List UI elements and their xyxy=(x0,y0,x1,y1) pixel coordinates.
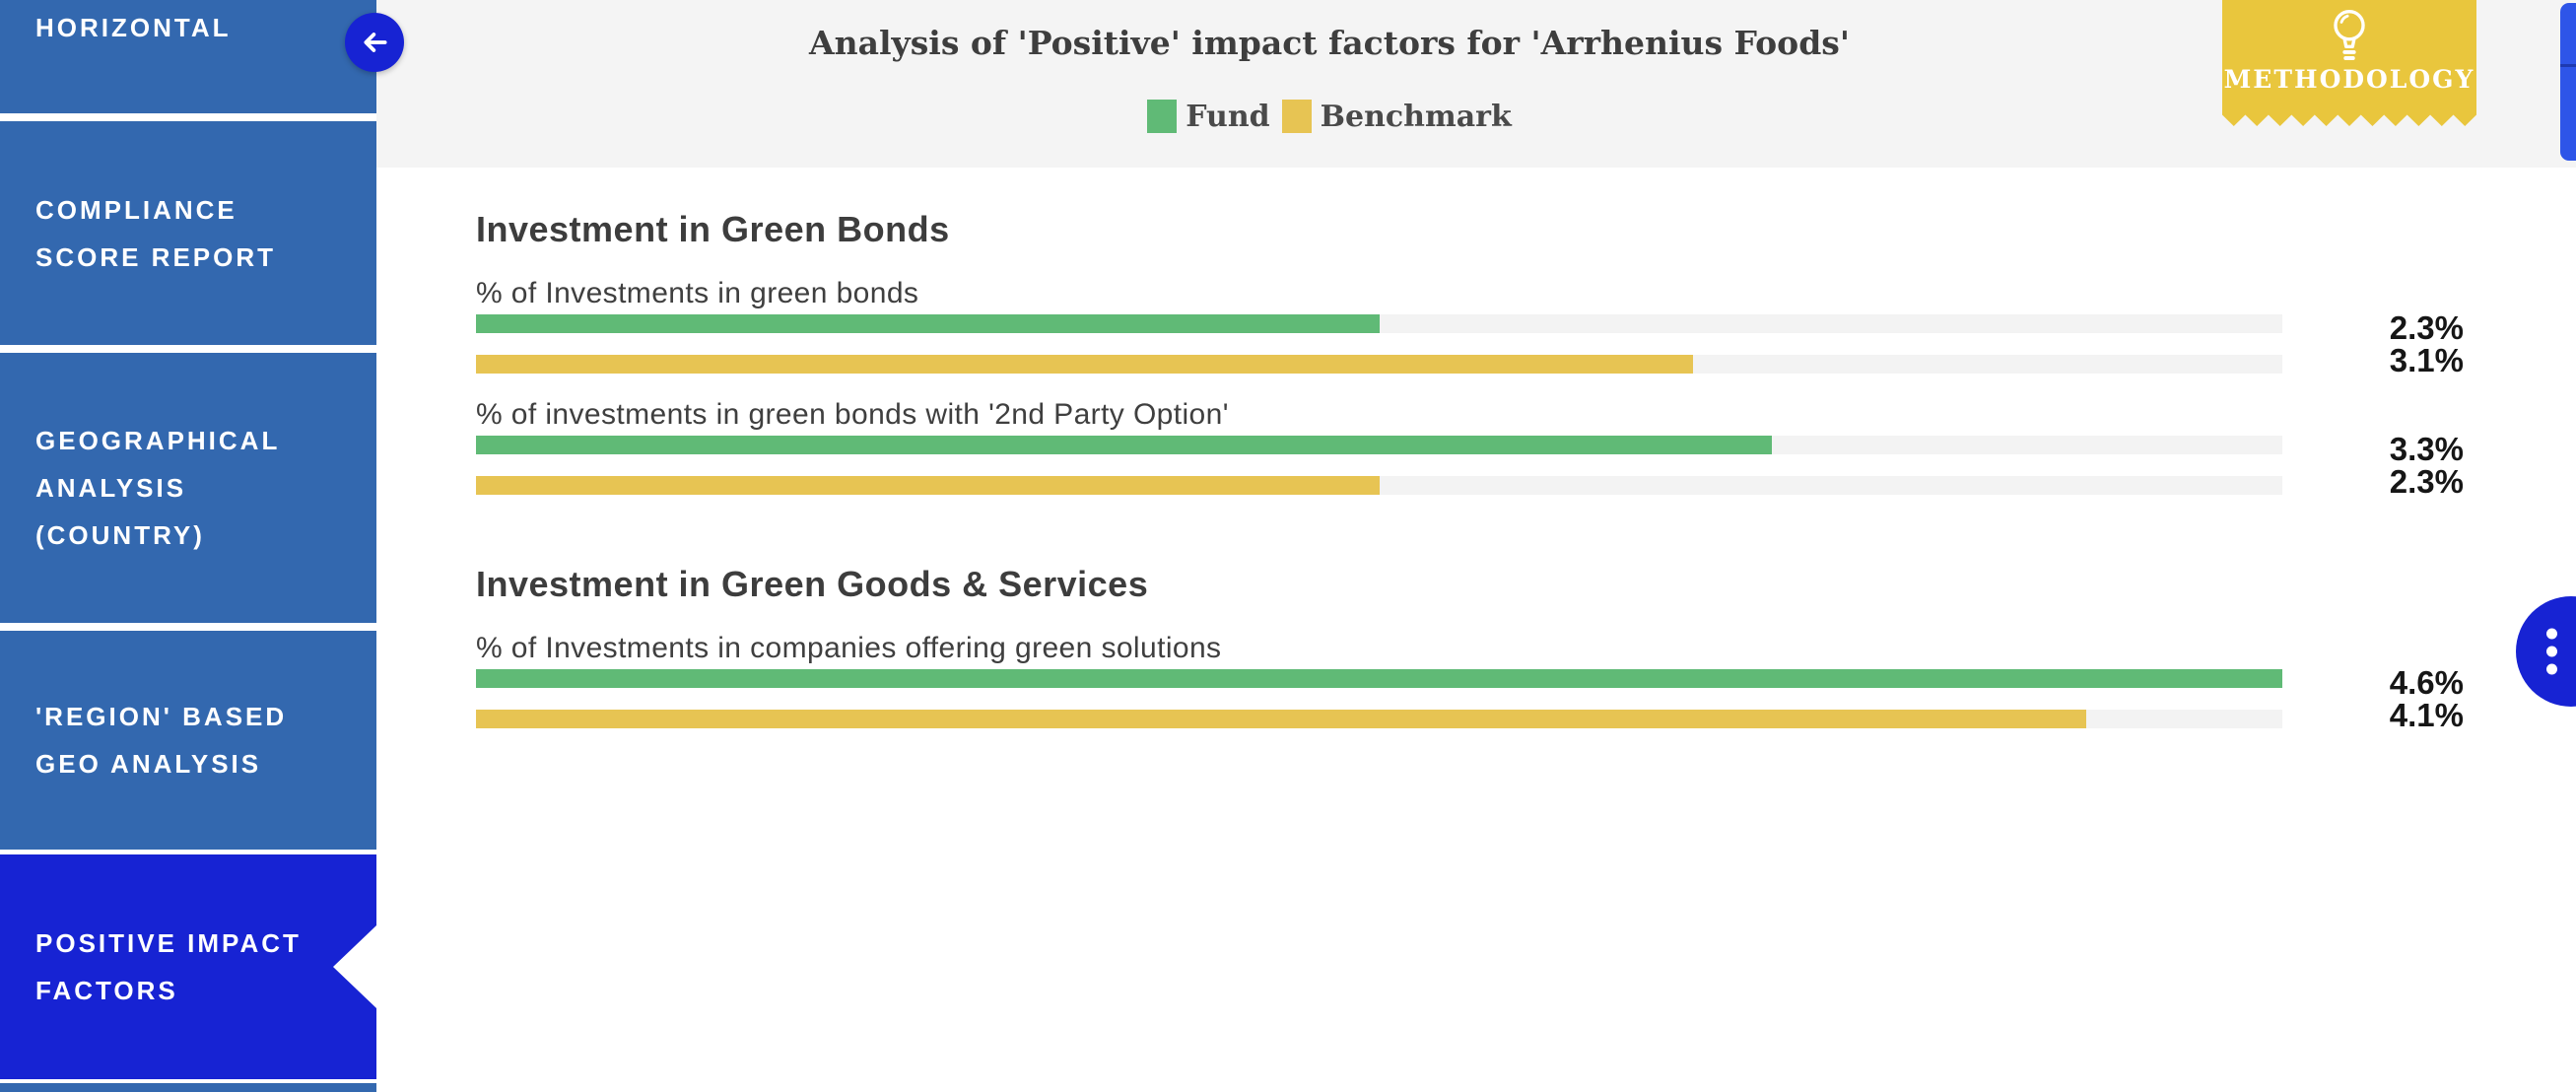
benchmark-value: 2.3% xyxy=(2389,463,2464,500)
vertical-ellipsis-icon xyxy=(2546,628,2557,675)
sidebar-item-label: GEOGRAPHICAL ANALYSIS (COUNTRY) xyxy=(35,426,280,550)
metric-label: % of Investments in companies offering g… xyxy=(476,632,1222,664)
sidebar-item-label: HORIZONTAL xyxy=(35,13,232,42)
benchmark-bar-track xyxy=(476,476,2282,495)
fund-bar-track xyxy=(476,314,2282,333)
fund-value: 3.3% xyxy=(2389,431,2464,467)
methodology-button[interactable]: METHODOLOGY xyxy=(2222,0,2476,126)
sidebar-item-label: POSITIVE IMPACT FACTORS xyxy=(35,928,302,1005)
fund-bar xyxy=(476,669,2282,688)
header: Analysis of 'Positive' impact factors fo… xyxy=(376,0,2576,168)
scrollbar-divider xyxy=(2560,64,2576,67)
benchmark-legend-swatch xyxy=(1281,100,1312,133)
left-arrow-icon xyxy=(364,33,387,52)
section-title: Investment in Green Bonds xyxy=(476,209,950,249)
sidebar-item-geographical-analysis-country[interactable]: GEOGRAPHICAL ANALYSIS (COUNTRY) xyxy=(0,353,376,623)
back-button[interactable] xyxy=(345,13,404,72)
benchmark-value: 3.1% xyxy=(2389,342,2464,378)
metric-bars: 3.3% 2.3% xyxy=(476,433,2464,498)
fund-value: 2.3% xyxy=(2389,309,2464,346)
sidebar-item-label: 'REGION' BASED GEO ANALYSIS xyxy=(35,702,288,779)
fund-value: 4.6% xyxy=(2389,664,2464,701)
chart-legend: Fund Benchmark xyxy=(376,97,2282,136)
metric-label: % of investments in green bonds with '2n… xyxy=(476,398,1229,431)
sidebar-item-partial[interactable] xyxy=(0,1083,376,1092)
chart-area: Investment in Green Bonds % of Investment… xyxy=(376,168,2576,1092)
fund-bar xyxy=(476,314,1380,333)
benchmark-bar-track xyxy=(476,355,2282,374)
metric-values: 2.3% 3.1% xyxy=(2370,309,2464,378)
sidebar-item-label: COMPLIANCE SCORE REPORT xyxy=(35,194,277,272)
fund-legend-swatch xyxy=(1147,100,1178,133)
sidebar: HORIZONTAL COMPLIANCE SCORE REPORT GEOGRAP… xyxy=(0,0,376,1092)
metric-bars: 4.6% 4.1% xyxy=(476,666,2464,731)
fund-bar-track xyxy=(476,669,2282,688)
fund-bar xyxy=(476,436,1772,454)
page-title: Analysis of 'Positive' impact factors fo… xyxy=(809,24,1850,62)
metric-bars: 2.3% 3.1% xyxy=(476,311,2464,376)
metric-values: 3.3% 2.3% xyxy=(2370,431,2464,500)
benchmark-bar xyxy=(476,476,1380,495)
metric-label: % of Investments in green bonds xyxy=(476,277,919,309)
fund-bar-track xyxy=(476,436,2282,454)
benchmark-bar-track xyxy=(476,710,2282,728)
section-title: Investment in Green Goods & Services xyxy=(476,564,1149,604)
sidebar-item-region-based-geo-analysis[interactable]: 'REGION' BASED GEO ANALYSIS xyxy=(0,631,376,850)
benchmark-bar xyxy=(476,355,1694,374)
sidebar-item-positive-impact-factors[interactable]: POSITIVE IMPACT FACTORS xyxy=(0,854,376,1079)
benchmark-bar xyxy=(476,710,2086,728)
fund-legend-label: Fund xyxy=(1186,99,1270,134)
sidebar-item-compliance-score-report[interactable]: COMPLIANCE SCORE REPORT xyxy=(0,121,376,345)
benchmark-value: 4.1% xyxy=(2389,697,2464,733)
benchmark-legend-label: Benchmark xyxy=(1320,99,1512,134)
metric-values: 4.6% 4.1% xyxy=(2370,664,2464,733)
scrollbar-thumb[interactable] xyxy=(2560,3,2576,161)
lightbulb-icon xyxy=(2334,10,2365,60)
sidebar-item-horizontal[interactable]: HORIZONTAL xyxy=(0,0,376,113)
methodology-label: METHODOLOGY xyxy=(2223,65,2475,94)
